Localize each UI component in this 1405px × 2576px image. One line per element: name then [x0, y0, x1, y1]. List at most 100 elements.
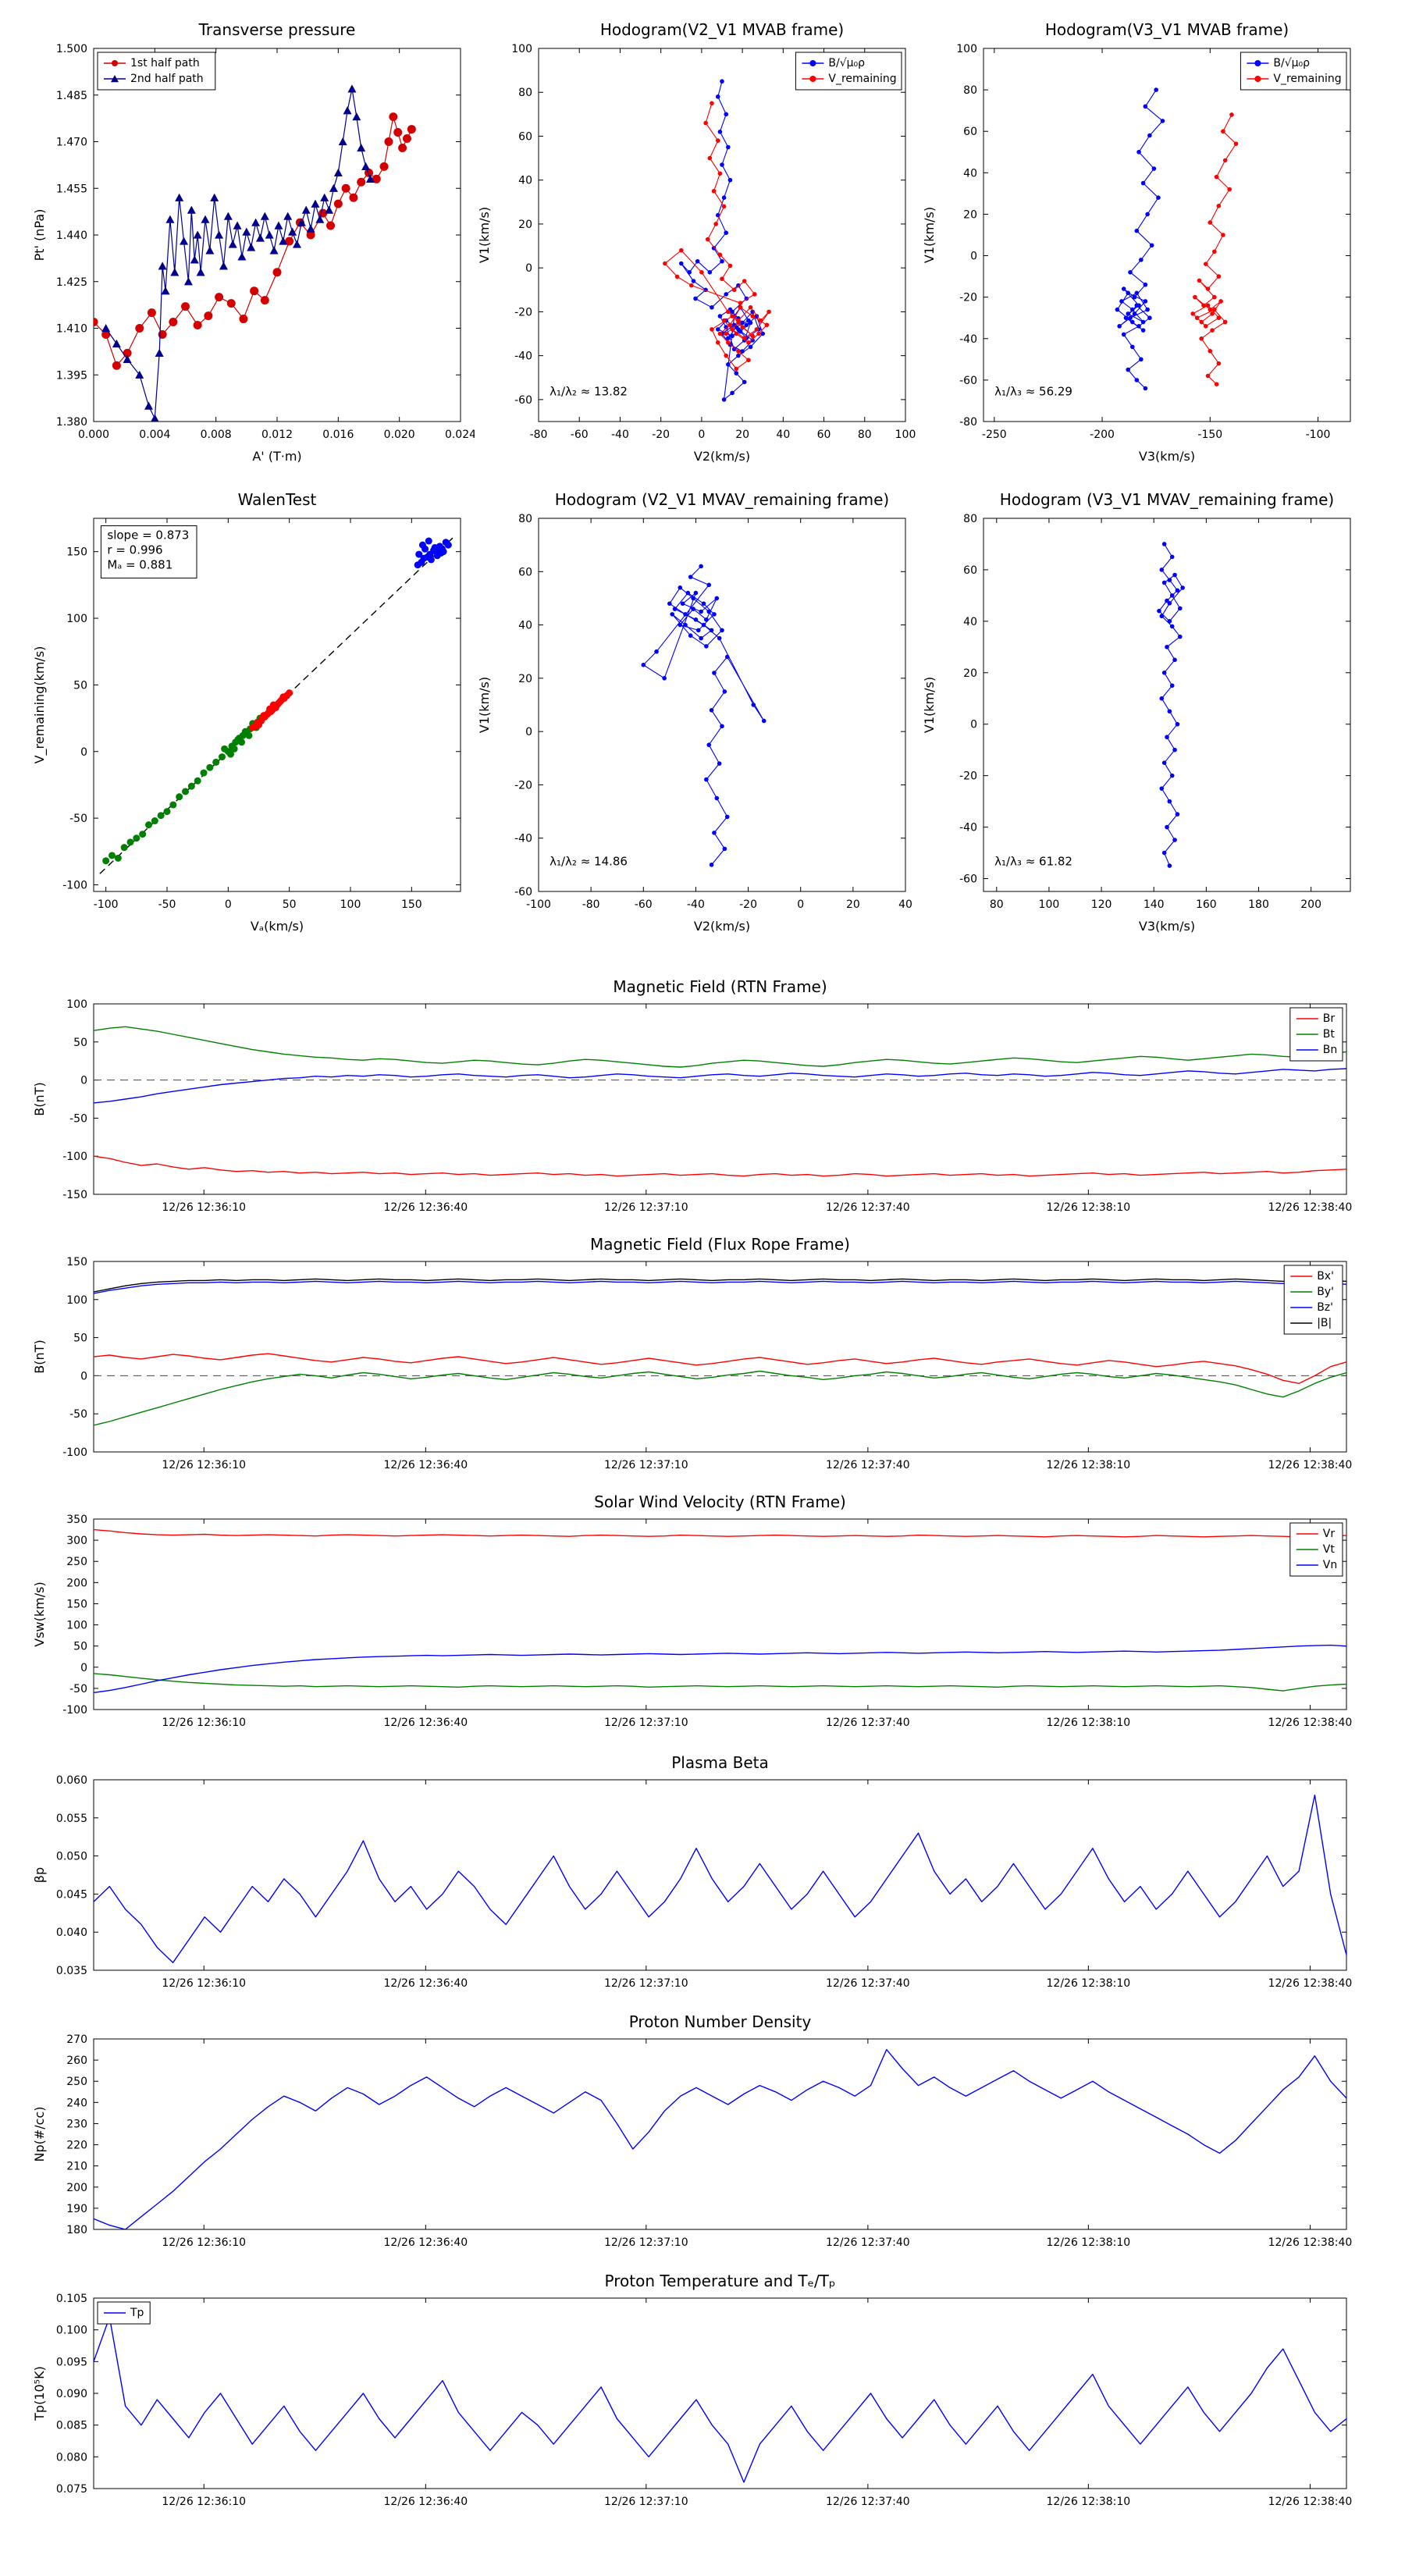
- x-tick-label: 0.020: [384, 429, 415, 441]
- y-tick-label: 40: [518, 620, 532, 632]
- y-tick-label: 1.485: [56, 90, 87, 102]
- y-tick-label: -100: [62, 1704, 87, 1717]
- y-tick-label: 0: [970, 719, 977, 731]
- y-tick-label: 250: [66, 2076, 87, 2088]
- x-tick-label: 12/26 12:36:10: [162, 1717, 246, 1729]
- y-tick-label: -50: [69, 1112, 87, 1125]
- y-tick-label: -60: [959, 873, 977, 886]
- y-tick-label: 100: [956, 43, 977, 55]
- series-layer: [94, 84, 416, 422]
- x-tick-label: 20: [846, 898, 860, 911]
- y-tick-label: 300: [66, 1535, 87, 1547]
- plasma_beta-plot: 12/26 12:36:10 12/26 12:36:40 12/26 12:37:…: [32, 1774, 1352, 1990]
- y-tick-label: 0.095: [56, 2356, 87, 2368]
- x-tick-label: 80: [990, 898, 1004, 911]
- y-tick-label: -100: [62, 1151, 87, 1163]
- legend: Tp: [97, 2301, 151, 2325]
- x-tick-label: 12/26 12:38:40: [1268, 1201, 1353, 1214]
- chart-title: Hodogram(V2_V1 MVAB frame): [599, 20, 845, 39]
- x-tick-label: 0: [797, 898, 804, 911]
- x-tick-label: 12/26 12:36:40: [383, 1977, 468, 1990]
- x-tick-label: 12/26 12:36:40: [383, 1459, 468, 1471]
- y-tick-label: 50: [73, 1332, 87, 1345]
- legend: Bx' By' Bz' |B|: [1283, 1265, 1343, 1335]
- y-tick-label: 270: [66, 2033, 87, 2046]
- series-layer: [102, 537, 452, 865]
- chart-title: Magnetic Field (RTN Frame): [613, 977, 827, 996]
- annotation-text: r = 0.996: [107, 543, 162, 557]
- legend-label: Bt: [1323, 1028, 1336, 1041]
- y-tick-label: 80: [518, 87, 532, 99]
- chart-title: Transverse pressure: [198, 20, 356, 39]
- chart-hodogram-v3v1-mvav: Hodogram (V3_V1 MVAV_remaining frame) 80…: [912, 478, 1364, 946]
- annotation-text: λ₁/λ₂ ≈ 14.86: [550, 855, 628, 869]
- x-tick-label: 12/26 12:37:10: [604, 1717, 688, 1729]
- y-axis-label: Vsw(km/s): [32, 1582, 47, 1646]
- legend-label: Vr: [1323, 1528, 1336, 1540]
- x-tick-label: 12/26 12:36:10: [162, 1201, 246, 1214]
- annotation-text: λ₁/λ₃ ≈ 56.29: [994, 385, 1072, 399]
- x-tick-label: 12/26 12:37:10: [604, 2236, 688, 2249]
- x-tick-label: -100: [526, 898, 551, 911]
- x-tick-label: 12/26 12:37:40: [826, 1977, 910, 1990]
- x-tick-label: 0.000: [78, 429, 109, 441]
- x-tick-label: 100: [1039, 898, 1060, 911]
- x-tick-label: -100: [94, 898, 119, 911]
- y-axis-label: Pt' (nPa): [32, 209, 47, 262]
- hodogram_v2v1_mvab-plot: -80 -60 -40 -20 0 20 40 60 80 100 -60 -40 -20 0 20 40 60…: [477, 43, 916, 464]
- legend-label: By': [1317, 1286, 1334, 1298]
- chart-solar-wind-velocity: Solar Wind Velocity (RTN Frame) 12/26 12…: [22, 1488, 1382, 1745]
- y-tick-label: 230: [66, 2118, 87, 2130]
- y-tick-label: 200: [66, 2182, 87, 2194]
- transverse_pressure-plot: 0.000 0.004 0.008 0.012 0.016 0.020 0.024 1.380…: [32, 43, 475, 464]
- chart-title: Proton Temperature and Tₑ/Tₚ: [604, 2272, 836, 2290]
- x-tick-label: 150: [401, 898, 422, 911]
- y-tick-label: 20: [963, 208, 977, 221]
- y-axis-label: V1(km/s): [477, 677, 492, 733]
- y-tick-label: 1.410: [56, 323, 87, 336]
- y-tick-label: -50: [69, 1408, 87, 1421]
- chart-transverse-pressure: Transverse pressure 0.000 0.004 0.008 0.012…: [22, 8, 475, 476]
- x-axis-label: Vₐ(km/s): [251, 919, 304, 934]
- x-tick-label: 100: [340, 898, 361, 911]
- hodogram_v3v1_mvab-plot: -250 -200 -150 -100-80-60-40-20020406080100…: [922, 43, 1351, 464]
- y-tick-label: 0: [80, 1075, 87, 1087]
- y-tick-label: 0: [80, 1370, 87, 1382]
- x-tick-label: 120: [1091, 898, 1112, 911]
- x-tick-label: 12/26 12:37:40: [826, 2236, 910, 2249]
- y-tick-label: 350: [66, 1514, 87, 1526]
- x-tick-label: 80: [858, 429, 872, 441]
- y-tick-label: 60: [518, 130, 532, 143]
- x-tick-label: 12/26 12:38:10: [1047, 1977, 1131, 1990]
- legend-label: B/√μ₀ρ: [828, 57, 865, 69]
- x-tick-label: 50: [283, 898, 297, 911]
- y-tick-label: 150: [66, 546, 87, 559]
- annotation-text: λ₁/λ₃ ≈ 61.82: [994, 855, 1072, 869]
- x-tick-label: 12/26 12:38:10: [1047, 2236, 1131, 2249]
- chart-walen-test: WalenTest -100 -50 0 50 100 150 -100 -50 0 50 100 1…: [22, 478, 475, 946]
- legend-label: |B|: [1317, 1317, 1332, 1329]
- x-tick-label: 12/26 12:36:10: [162, 1977, 246, 1990]
- series-layer: [641, 564, 767, 867]
- x-tick-label: 12/26 12:37:10: [604, 1459, 688, 1471]
- x-tick-label: 0: [225, 898, 232, 911]
- y-axis-label: B(nT): [32, 1340, 47, 1373]
- y-axis-label: V1(km/s): [922, 207, 937, 263]
- y-tick-label: -40: [959, 333, 977, 346]
- x-tick-label: 12/26 12:38:40: [1268, 1717, 1353, 1729]
- y-tick-label: 80: [963, 513, 977, 525]
- x-tick-label: -100: [1306, 429, 1331, 441]
- chart-proton-number-density: Proton Number Density 12/26 12:36:10 12/2…: [22, 2008, 1382, 2265]
- annotation-text: Mₐ = 0.881: [107, 558, 173, 572]
- y-tick-label: 0.035: [56, 1965, 87, 1977]
- series-layer: [1115, 87, 1239, 391]
- x-tick-label: -60: [571, 429, 589, 441]
- y-tick-label: 250: [66, 1556, 87, 1568]
- y-tick-label: 0.090: [56, 2388, 87, 2400]
- y-tick-label: 60: [963, 564, 977, 577]
- y-tick-label: 210: [66, 2161, 87, 2173]
- y-tick-label: 100: [66, 1620, 87, 1632]
- y-tick-label: 0.055: [56, 1813, 87, 1825]
- sw_velocity-plot: 12/26 12:36:10 12/26 12:36:40 12/26 12:37:…: [32, 1514, 1353, 1729]
- x-tick-label: 40: [898, 898, 912, 911]
